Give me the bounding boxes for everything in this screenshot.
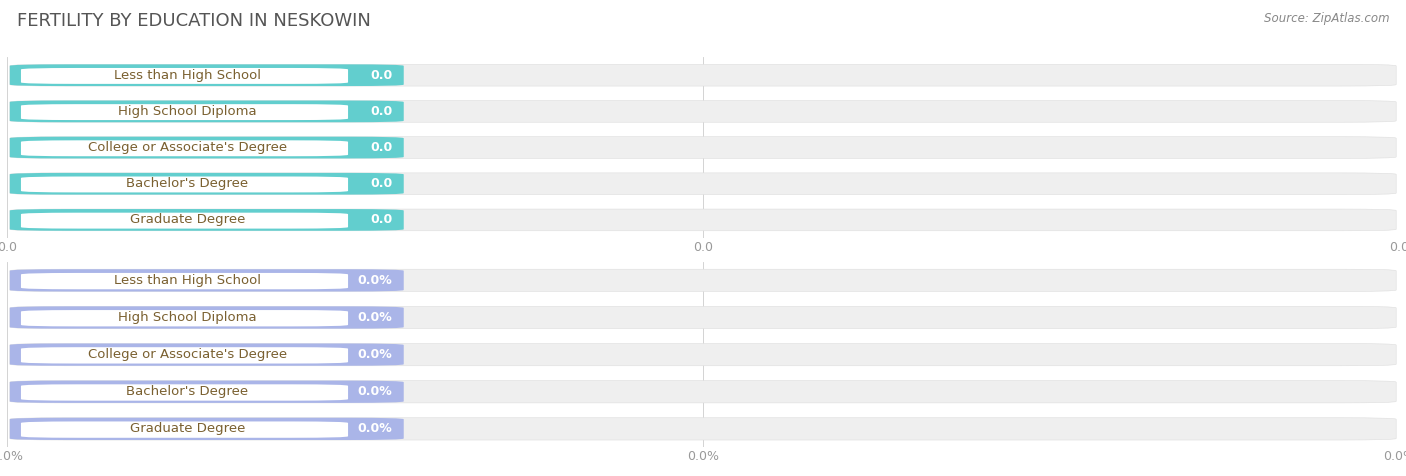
FancyBboxPatch shape [10,344,404,366]
Text: High School Diploma: High School Diploma [118,311,257,324]
FancyBboxPatch shape [10,381,404,403]
FancyBboxPatch shape [10,64,404,86]
Text: Bachelor's Degree: Bachelor's Degree [127,385,249,398]
Text: Bachelor's Degree: Bachelor's Degree [127,177,249,190]
Text: 0.0: 0.0 [370,105,392,118]
Text: Less than High School: Less than High School [114,274,260,287]
FancyBboxPatch shape [21,104,349,120]
Text: 0.0: 0.0 [370,69,392,82]
FancyBboxPatch shape [10,418,1396,440]
FancyBboxPatch shape [10,344,1396,366]
Text: Source: ZipAtlas.com: Source: ZipAtlas.com [1264,12,1389,25]
FancyBboxPatch shape [21,140,349,156]
Text: FERTILITY BY EDUCATION IN NESKOWIN: FERTILITY BY EDUCATION IN NESKOWIN [17,12,371,30]
Text: College or Associate's Degree: College or Associate's Degree [87,141,287,154]
Text: 0.0%: 0.0% [359,348,392,361]
FancyBboxPatch shape [21,177,349,192]
Text: Graduate Degree: Graduate Degree [129,422,245,436]
Text: College or Associate's Degree: College or Associate's Degree [87,348,287,361]
Text: 0.0%: 0.0% [359,385,392,398]
FancyBboxPatch shape [10,307,404,328]
FancyBboxPatch shape [21,347,349,364]
Text: 0.0: 0.0 [370,141,392,154]
FancyBboxPatch shape [10,307,1396,328]
FancyBboxPatch shape [10,269,1396,291]
Text: 0.0: 0.0 [370,177,392,190]
FancyBboxPatch shape [21,68,349,84]
FancyBboxPatch shape [10,137,1396,159]
Text: Graduate Degree: Graduate Degree [129,213,245,227]
Text: 0.0%: 0.0% [359,274,392,287]
Text: High School Diploma: High School Diploma [118,105,257,118]
FancyBboxPatch shape [10,64,1396,86]
FancyBboxPatch shape [21,213,349,228]
FancyBboxPatch shape [10,209,404,231]
Text: 0.0%: 0.0% [359,422,392,436]
FancyBboxPatch shape [10,418,404,440]
FancyBboxPatch shape [10,100,1396,122]
FancyBboxPatch shape [10,137,404,159]
Text: 0.0%: 0.0% [359,311,392,324]
Text: Less than High School: Less than High School [114,69,260,82]
Text: 0.0: 0.0 [370,213,392,227]
FancyBboxPatch shape [21,421,349,438]
FancyBboxPatch shape [10,173,1396,195]
FancyBboxPatch shape [10,173,404,195]
FancyBboxPatch shape [21,384,349,401]
FancyBboxPatch shape [10,100,404,122]
FancyBboxPatch shape [21,310,349,327]
FancyBboxPatch shape [10,209,1396,231]
FancyBboxPatch shape [10,269,404,291]
FancyBboxPatch shape [10,381,1396,403]
FancyBboxPatch shape [21,273,349,289]
